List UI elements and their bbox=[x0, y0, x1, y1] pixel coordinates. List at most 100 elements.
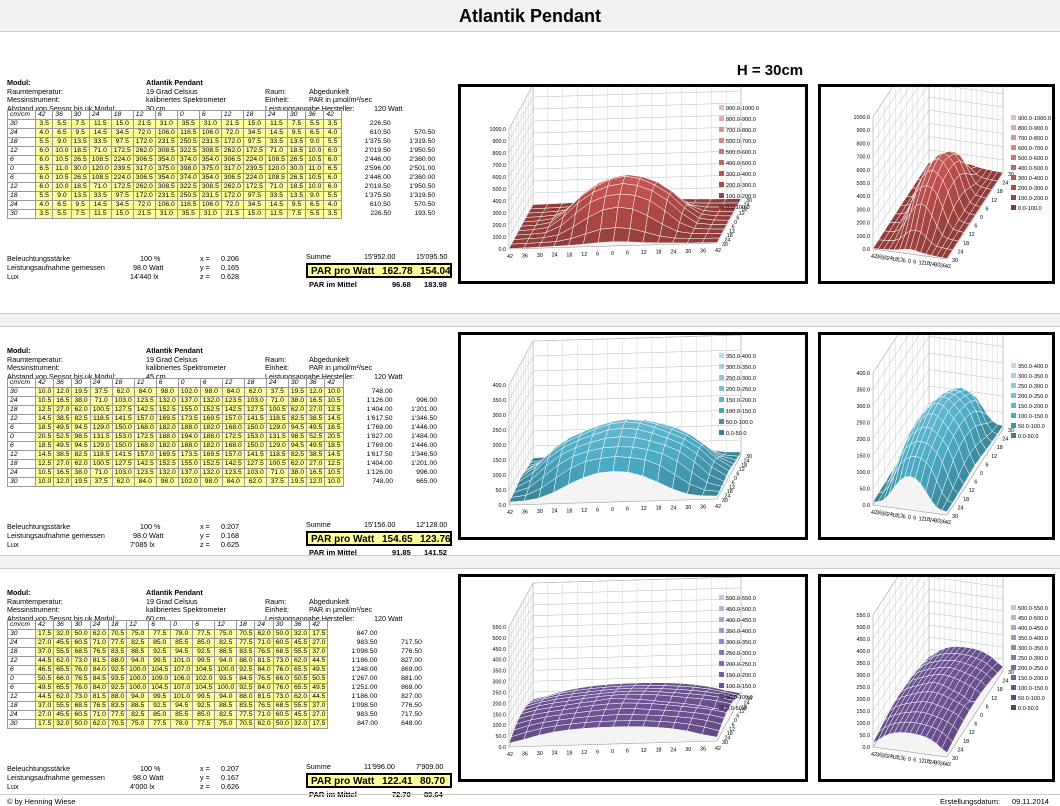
surface-cell bbox=[629, 687, 648, 692]
x-tick-label: 18 bbox=[892, 755, 898, 761]
x-tick-label: 30 bbox=[934, 761, 940, 767]
legend-swatch bbox=[719, 595, 724, 600]
row-sum-2: 1'201.00 bbox=[395, 405, 440, 415]
legend-swatch bbox=[719, 160, 724, 165]
value-cell: 152.5 bbox=[155, 405, 179, 415]
legend-swatch bbox=[1011, 615, 1016, 620]
value-cell: 18.5 bbox=[70, 182, 90, 192]
value-cell: 77.5 bbox=[236, 638, 256, 648]
value-cell: 12.0 bbox=[306, 387, 326, 397]
measurement-info: Modul: Atlantik Pendant Raumtemperatur: 19 … bbox=[7, 78, 422, 113]
x-tick-label: 30 bbox=[685, 747, 691, 753]
row-sum: 226.50 bbox=[341, 209, 394, 219]
x-tick-label: 30 bbox=[882, 255, 888, 261]
row-sum-2: 881.00 bbox=[379, 674, 424, 684]
legend-swatch bbox=[1011, 363, 1016, 368]
legend-label: 0.0-100.0 bbox=[1018, 206, 1042, 212]
row-label: 30 bbox=[7, 387, 36, 397]
value-cell: 100.5 bbox=[89, 405, 113, 415]
value-cell: 168.0 bbox=[221, 423, 245, 433]
value-cell: 62.0 bbox=[290, 656, 311, 666]
table-row: 24 10.5 16.5 38.0 71.0 103.0 123.5 132.0 137.0 13… bbox=[7, 396, 440, 406]
z-tick-label: 12 bbox=[969, 232, 975, 238]
column-header: 30 bbox=[71, 620, 91, 630]
summe-value-2: 15'095.50 bbox=[416, 252, 448, 261]
legend-swatch bbox=[719, 419, 724, 424]
value-cell: 5.5 bbox=[34, 137, 54, 147]
value-cell: 172.5 bbox=[110, 146, 134, 156]
z-tick-label: 24 bbox=[744, 202, 750, 208]
value-cell: 127.5 bbox=[111, 459, 135, 469]
value-cell: 12.5 bbox=[324, 405, 344, 415]
meta-einheit-label: Einheit: bbox=[265, 95, 289, 104]
surface-chart-side-svg: 0.0 100.0 200.0 300.0 400.0 500.0 600.0 700.0 80… bbox=[854, 87, 1051, 270]
value-cell: 106.0 bbox=[154, 200, 178, 210]
table-row: 6 6.0 10.5 26.5 108.5 224.0 306.5 354.0 374.0 354… bbox=[7, 173, 438, 183]
z-tick-label: 24 bbox=[1002, 181, 1008, 187]
value-cell: 55.5 bbox=[290, 701, 311, 711]
column-header: 30 bbox=[287, 378, 308, 388]
value-cell: 75.0 bbox=[214, 719, 238, 729]
meta-temp: 19 Grad Celsius bbox=[146, 86, 198, 96]
value-cell: 141.5 bbox=[111, 414, 135, 424]
footer-leist: 98.0 Watt bbox=[133, 263, 164, 272]
legend-label: 250.0-300.0 bbox=[726, 651, 756, 657]
value-cell: 224.0 bbox=[110, 173, 134, 183]
value-cell: 168.0 bbox=[133, 441, 157, 451]
legend-label: 200.0-300.0 bbox=[1018, 186, 1048, 192]
value-cell: 85.0 bbox=[148, 710, 172, 720]
value-cell: 10.0 bbox=[34, 387, 55, 397]
z-tick-label: 18 bbox=[997, 687, 1003, 693]
table-row: 18 37.0 55.5 68.5 76.5 83.5 88.5 92.5 94.5 92.5 88… bbox=[7, 701, 424, 711]
row-sum: 1'186.00 bbox=[327, 692, 380, 702]
value-cell: 157.0 bbox=[133, 450, 157, 460]
value-cell: 77.5 bbox=[192, 719, 216, 729]
value-cell: 21.5 bbox=[132, 209, 156, 219]
value-cell: 73.0 bbox=[272, 656, 292, 666]
z-tick-label: 18 bbox=[727, 731, 733, 737]
footer-leist-label: Leistungsaufnahme gemessen bbox=[7, 773, 105, 782]
value-cell: 194.0 bbox=[177, 432, 201, 442]
sum-column bbox=[341, 110, 394, 120]
value-cell: 84.0 bbox=[133, 477, 157, 487]
value-cell: 18.5 bbox=[324, 423, 344, 433]
value-cell: 250.5 bbox=[176, 137, 200, 147]
surface-chart-main: 0.0 50.0 100.0 150.0 200.0 250.0 300.0 350.0 400… bbox=[458, 574, 808, 782]
value-cell: 60.5 bbox=[71, 638, 91, 648]
mittel-value-2: 141.52 bbox=[424, 548, 447, 557]
z-tick-label: 0 bbox=[734, 476, 737, 482]
row-label: 12 bbox=[7, 692, 36, 702]
surface-plot bbox=[508, 418, 742, 503]
y-tick-label: 0.0 bbox=[499, 503, 507, 509]
legend-swatch bbox=[1011, 685, 1016, 690]
row-sum: 1'769.00 bbox=[343, 441, 396, 451]
value-cell: 37.5 bbox=[89, 387, 113, 397]
legend-swatch bbox=[719, 149, 724, 154]
x-tick-label: 0 bbox=[611, 507, 614, 513]
value-cell: 21.5 bbox=[132, 119, 156, 129]
value-cell: 5.5 bbox=[305, 119, 325, 129]
z-tick-label: 0 bbox=[980, 471, 983, 477]
y-tick-label: 250.0 bbox=[493, 690, 507, 696]
value-cell: 82.5 bbox=[71, 450, 91, 460]
surface-cell bbox=[701, 489, 720, 497]
meta-temp-label: Raumtemperatur: bbox=[7, 354, 63, 364]
value-cell: 10.5 bbox=[305, 173, 325, 183]
value-cell: 239.5 bbox=[110, 164, 134, 174]
row-sum: 2'446.00 bbox=[341, 173, 394, 183]
value-cell: 94.5 bbox=[71, 423, 91, 433]
value-cell: 62.0 bbox=[290, 692, 311, 702]
value-cell: 182.0 bbox=[155, 423, 179, 433]
par-label: PAR pro Watt bbox=[311, 776, 375, 787]
value-cell: 20.5 bbox=[34, 432, 55, 442]
footer-y: 0.165 bbox=[221, 263, 239, 272]
legend-label: 50.0-100.0 bbox=[726, 695, 753, 701]
meta-modul: Atlantik Pendant bbox=[146, 346, 203, 355]
x-tick-label: 42 bbox=[945, 264, 951, 270]
x-tick-label: 30 bbox=[537, 509, 543, 515]
y-tick-label: 200.0 bbox=[493, 443, 507, 449]
x-tick-label: 18 bbox=[924, 759, 930, 765]
table-row: 12 14.5 38.5 82.5 118.5 141.5 157.0 169.5 173.5 1… bbox=[7, 450, 440, 460]
y-tick-label: 300.0 bbox=[857, 207, 871, 213]
surface-cell bbox=[634, 702, 653, 710]
